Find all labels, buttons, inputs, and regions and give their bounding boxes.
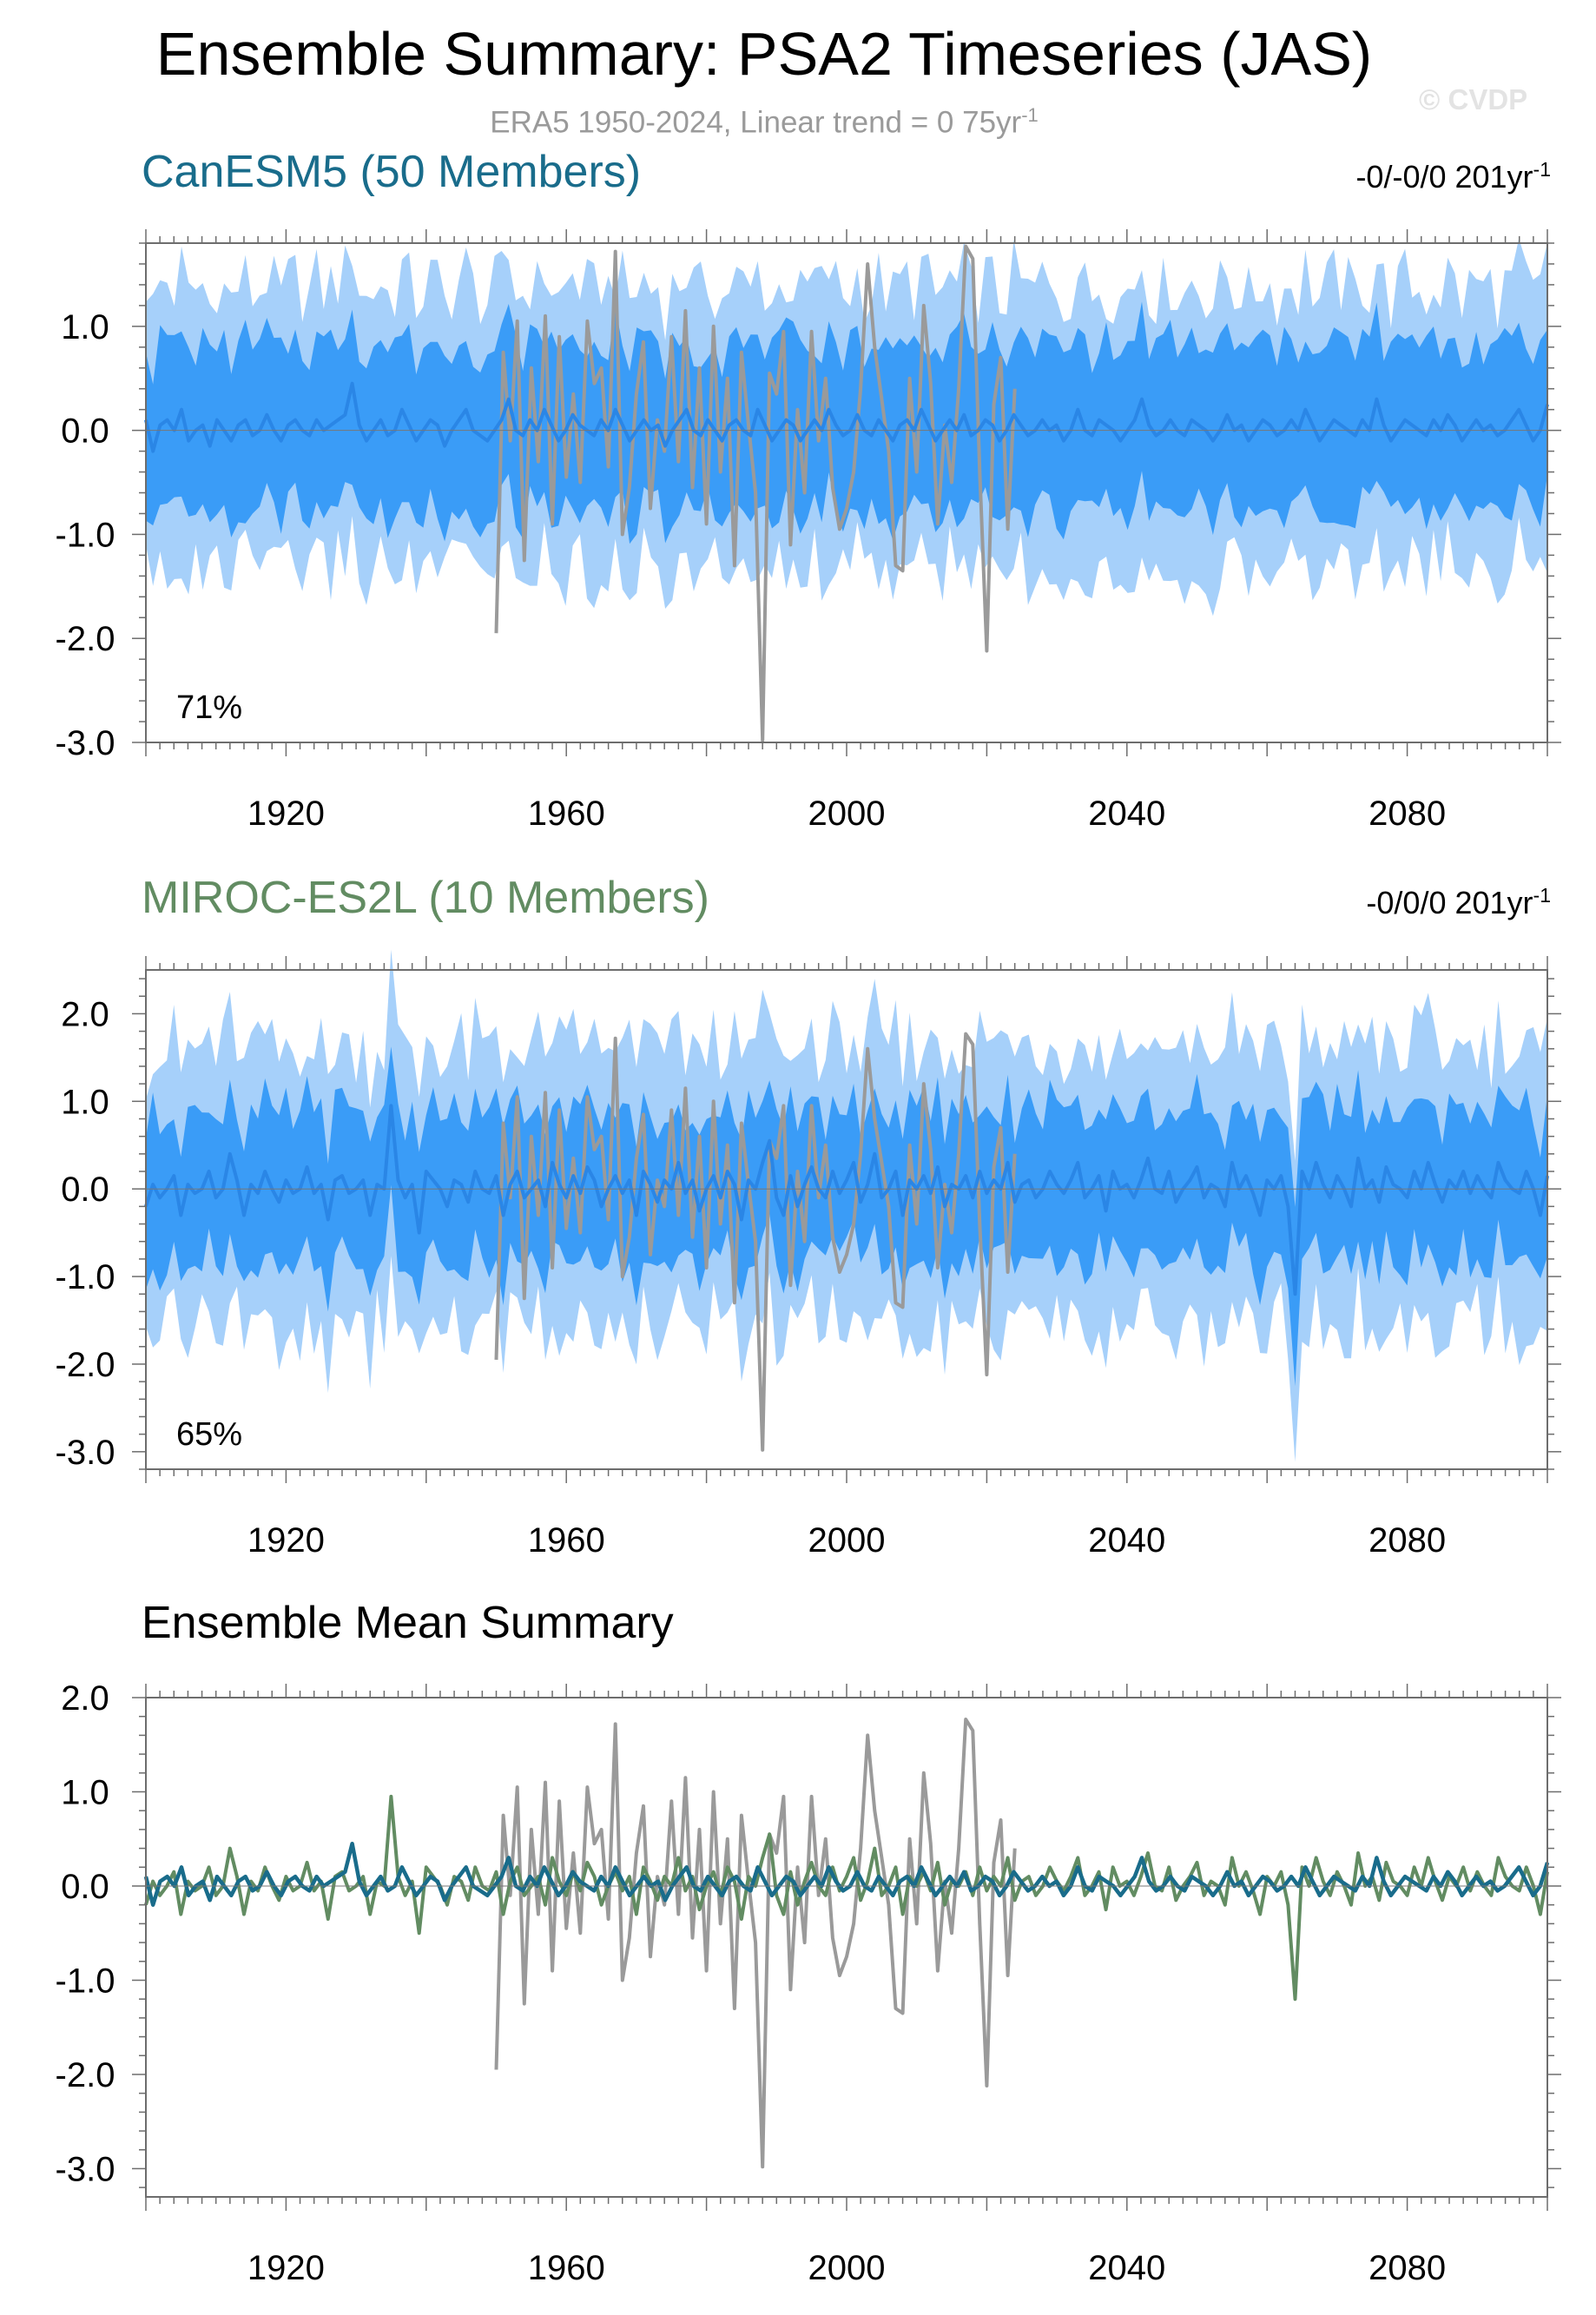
x-tick-label: 2040	[1088, 2249, 1165, 2287]
plot-frame	[145, 1697, 1548, 2198]
panel-2-trend: -0/0/0 201yr-1	[1366, 884, 1551, 921]
subtitle-text: ERA5 1950-2024, Linear trend = 0 75yr	[490, 105, 1022, 140]
x-tick-label: 2080	[1368, 1521, 1446, 1560]
percent-label: 71%	[176, 689, 242, 726]
x-tick-label: 2000	[808, 1521, 886, 1560]
y-tick-label: -2.0	[56, 2056, 115, 2094]
panel-3-data	[143, 1718, 1550, 2169]
panel-2-trend-exp: -1	[1533, 884, 1551, 907]
x-tick-label: 2000	[808, 2249, 886, 2287]
y-tick-label: -3.0	[56, 2150, 115, 2188]
subtitle-exponent: -1	[1021, 104, 1039, 126]
percent-label: 65%	[176, 1416, 242, 1453]
y-tick-label: 1.0	[61, 308, 109, 346]
era5-line	[494, 1718, 1017, 2169]
panel-1-trend-exp: -1	[1533, 158, 1551, 181]
panel-2-trend-text: -0/0/0 201yr	[1366, 885, 1533, 920]
y-tick-label: 0.0	[61, 412, 109, 451]
cvdp-watermark: © CVDP	[1419, 83, 1528, 115]
x-tick-label: 1920	[247, 795, 325, 833]
panel-3-axes: 1920 1960 2000 2040 2080 2.0 1.0 0.0 -1.0 -2.0 -3.…	[56, 1679, 1561, 2287]
panel-1-trend: -0/-0/0 201yr-1	[1355, 158, 1551, 195]
ensemble-mean-line	[144, 381, 1549, 453]
y-tick-label: -1.0	[56, 1258, 115, 1296]
panel-3-title: Ensemble Mean Summary	[142, 1598, 674, 1648]
y-tick-label: 1.0	[61, 1083, 109, 1121]
panel-1-data: 71%	[144, 238, 1549, 742]
y-tick-label: -2.0	[56, 1346, 115, 1384]
x-tick-label: 2040	[1088, 795, 1165, 833]
y-tick-label: -3.0	[56, 724, 115, 762]
x-tick-label: 1960	[528, 795, 605, 833]
x-tick-label: 2080	[1368, 795, 1446, 833]
y-tick-label: 0.0	[61, 1171, 109, 1209]
panel-2-data: 65%	[144, 949, 1549, 1462]
x-tick-label: 1960	[528, 1521, 605, 1560]
panel-1-axes: 1920 1960 2000 2040 2080 1.0 0.0 -1.0 -2.0 -3.0	[56, 229, 1561, 833]
x-tick-label: 2000	[808, 795, 886, 833]
y-tick-label: 0.0	[61, 1868, 109, 1906]
x-tick-label: 1920	[247, 1521, 325, 1560]
y-tick-label: 1.0	[61, 1773, 109, 1811]
x-tick-label: 1960	[528, 2249, 605, 2287]
canesm5-mean-line	[143, 1841, 1550, 1907]
subtitle: ERA5 1950-2024, Linear trend = 0 75yr-1	[0, 104, 1528, 141]
ensemble-inner-band	[146, 1046, 1547, 1387]
main-title: Ensemble Summary: PSA2 Timeseries (JAS)	[155, 20, 1373, 88]
panel-1-title: CanESM5 (50 Members)	[142, 147, 642, 197]
panel-2-title: MIROC-ES2L (10 Members)	[142, 873, 709, 923]
y-tick-label: 2.0	[61, 995, 109, 1033]
y-tick-label: -1.0	[56, 1962, 115, 2000]
x-tick-label: 2040	[1088, 1521, 1165, 1560]
y-tick-label: 2.0	[61, 1679, 109, 1718]
x-tick-label: 2080	[1368, 2249, 1446, 2287]
y-tick-label: -2.0	[56, 620, 115, 658]
y-tick-label: -3.0	[56, 1434, 115, 1472]
miroc-mean-line	[144, 1794, 1549, 2002]
x-tick-label: 1920	[247, 2249, 325, 2287]
y-tick-label: -1.0	[56, 516, 115, 554]
panel-1-trend-text: -0/-0/0 201yr	[1355, 159, 1533, 195]
ensemble-inner-band	[146, 301, 1547, 544]
ensemble-mean-line	[144, 1104, 1549, 1296]
panel-2-axes: 1920 1960 2000 2040 2080 2.0 1.0 0.0 -1.0 -2.0 -3.…	[56, 956, 1561, 1560]
